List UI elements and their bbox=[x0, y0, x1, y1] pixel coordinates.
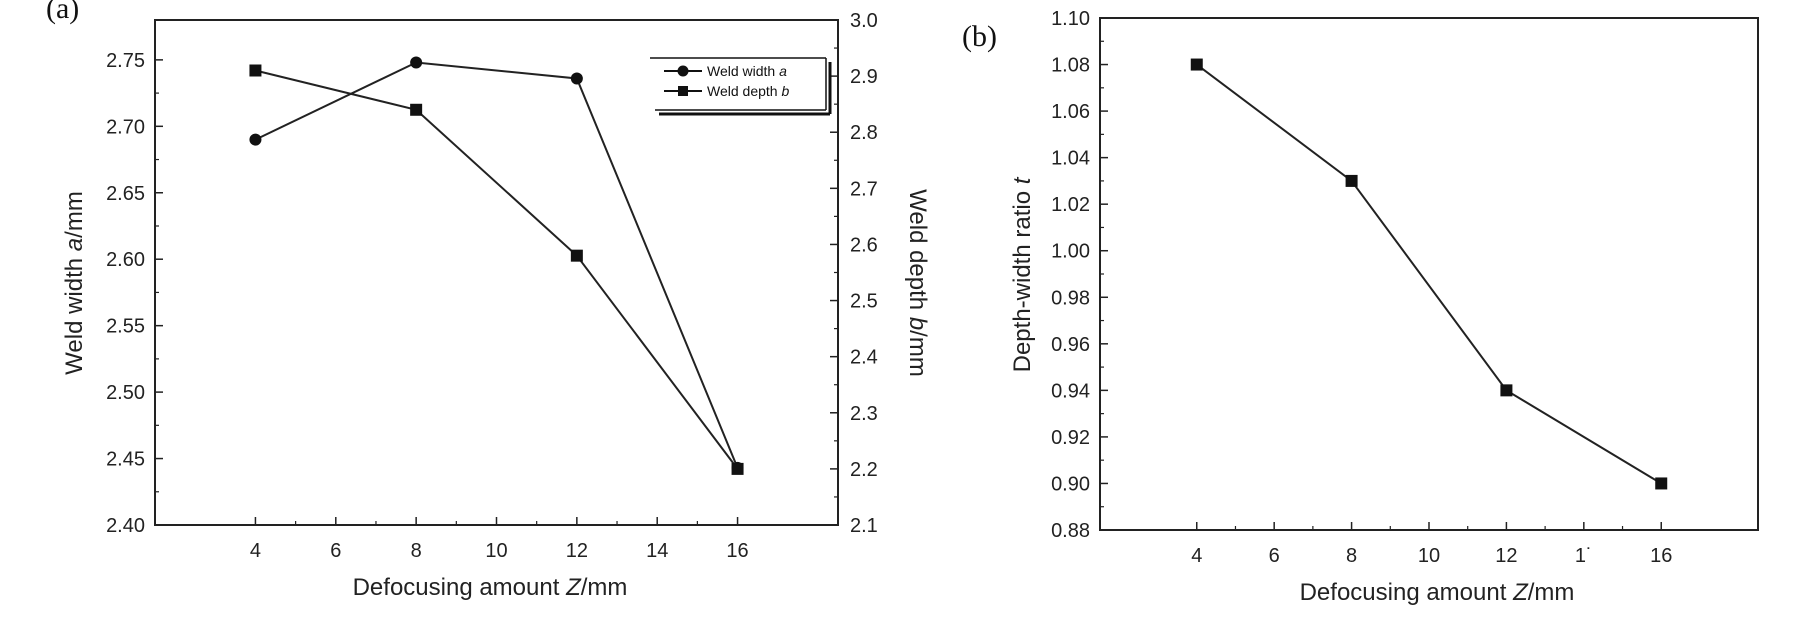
x-tick-label: 16 bbox=[1650, 545, 1672, 567]
y-tick-label: 1.10 bbox=[1051, 8, 1090, 30]
x-tick-label: 8 bbox=[1346, 545, 1357, 567]
x-tick-label: 14 bbox=[646, 540, 668, 562]
panel-b-x-ticks: 4 6 8 10 12 1˙ 16 bbox=[1191, 522, 1672, 567]
panel-b-chart: (b) 4 6 8 10 12 1˙ 16 0.88 0.90 0.92 0.94 0.96 0.98… bbox=[962, 8, 1759, 606]
panel-a-label: (a) bbox=[46, 0, 79, 25]
y2-tick-label: 3.0 bbox=[850, 10, 878, 32]
x-tick-label: 1˙ bbox=[1575, 545, 1593, 567]
y2-tick-label: 2.6 bbox=[850, 234, 878, 256]
data-point-weld-depth-b bbox=[570, 249, 583, 262]
x-tick-label: 12 bbox=[1495, 545, 1517, 567]
y2-tick-label: 2.9 bbox=[850, 66, 878, 88]
data-point-weld-depth-b bbox=[410, 103, 423, 116]
data-point-depth-width-ratio-t bbox=[1500, 384, 1513, 397]
y-tick-label: 1.02 bbox=[1051, 194, 1090, 216]
panel-b-x-axis-title: Defocusing amount Z/mm bbox=[1300, 579, 1575, 606]
panel-b-label: (b) bbox=[962, 20, 997, 53]
y-tick-label: 2.65 bbox=[106, 183, 145, 205]
panel-a-left-y-ticks: 2.40 2.45 2.50 2.55 2.60 2.65 2.70 2.75 bbox=[106, 50, 163, 537]
y-tick-label: 2.60 bbox=[106, 249, 145, 271]
panel-a-chart: (a) 4 6 8 10 12 14 16 2.40 2.45 2.50 2.55 2.60 2.65… bbox=[46, 0, 931, 601]
panel-a-series bbox=[249, 56, 744, 475]
data-point-weld-depth-b bbox=[249, 64, 262, 77]
y-tick-label: 1.04 bbox=[1051, 148, 1090, 170]
x-tick-label: 4 bbox=[250, 540, 261, 562]
y2-tick-label: 2.7 bbox=[850, 178, 878, 200]
y2-tick-label: 2.2 bbox=[850, 459, 878, 481]
y-tick-label: 0.90 bbox=[1051, 473, 1090, 495]
y-tick-label: 0.98 bbox=[1051, 287, 1090, 309]
legend-label-weld-depth: Weld depth b bbox=[707, 83, 789, 99]
y-tick-label: 2.40 bbox=[106, 515, 145, 537]
legend-marker-weld-depth bbox=[678, 86, 688, 96]
y-tick-label: 2.75 bbox=[106, 50, 145, 72]
panel-a-x-ticks: 4 6 8 10 12 14 16 bbox=[250, 517, 749, 562]
data-point-weld-width-a bbox=[570, 72, 583, 85]
panel-a-right-y-ticks: 2.1 2.2 2.3 2.4 2.5 2.6 2.7 2.8 2.9 3.0 bbox=[830, 10, 878, 537]
series-line-weld-depth-b bbox=[255, 69, 739, 470]
x-tick-label: 6 bbox=[1269, 545, 1280, 567]
y-tick-label: 2.50 bbox=[106, 382, 145, 404]
x-tick-label: 12 bbox=[566, 540, 588, 562]
panel-a-x-axis-title: Defocusing amount Z/mm bbox=[353, 574, 628, 601]
y2-tick-label: 2.3 bbox=[850, 403, 878, 425]
panel-a-right-y-axis-title: Weld depth b/mm bbox=[904, 189, 931, 377]
y-tick-label: 1.08 bbox=[1051, 55, 1090, 77]
legend-label-weld-width: Weld width a bbox=[707, 63, 787, 79]
data-point-weld-width-a bbox=[410, 56, 423, 69]
panel-a-legend: Weld width a Weld depth b bbox=[650, 57, 832, 116]
y-tick-label: 2.70 bbox=[106, 116, 145, 138]
panel-b-plot-frame bbox=[1099, 17, 1759, 531]
x-tick-label: 10 bbox=[1418, 545, 1440, 567]
x-tick-label: 6 bbox=[330, 540, 341, 562]
panel-b-series bbox=[1190, 58, 1668, 490]
panel-b-y-axis-title: Depth-width ratio t bbox=[1009, 176, 1036, 372]
y2-tick-label: 2.1 bbox=[850, 515, 878, 537]
panel-b-y-ticks: 0.88 0.90 0.92 0.94 0.96 0.98 1.00 1.02 1.04 1.06… bbox=[1051, 8, 1108, 542]
data-point-depth-width-ratio-t bbox=[1655, 477, 1668, 490]
y-tick-label: 2.55 bbox=[106, 316, 145, 338]
data-point-weld-depth-b bbox=[731, 462, 744, 475]
y-tick-label: 0.94 bbox=[1051, 380, 1090, 402]
legend-marker-weld-width bbox=[677, 65, 689, 77]
series-line-depth-width-ratio-t bbox=[1196, 63, 1662, 485]
x-tick-label: 8 bbox=[411, 540, 422, 562]
series-line-weld-width-a bbox=[255, 61, 739, 469]
data-point-depth-width-ratio-t bbox=[1345, 174, 1358, 187]
y2-tick-label: 2.8 bbox=[850, 122, 878, 144]
data-point-weld-width-a bbox=[249, 133, 262, 146]
y-tick-label: 0.88 bbox=[1051, 520, 1090, 542]
y-tick-label: 1.06 bbox=[1051, 101, 1090, 123]
y-tick-label: 0.96 bbox=[1051, 334, 1090, 356]
x-tick-label: 10 bbox=[485, 540, 507, 562]
x-tick-label: 16 bbox=[726, 540, 748, 562]
y-tick-label: 1.00 bbox=[1051, 241, 1090, 263]
x-tick-label: 4 bbox=[1191, 545, 1202, 567]
data-point-depth-width-ratio-t bbox=[1190, 58, 1203, 71]
y-tick-label: 0.92 bbox=[1051, 427, 1090, 449]
panel-a-left-y-axis-title: Weld width a/mm bbox=[61, 191, 88, 375]
y2-tick-label: 2.4 bbox=[850, 347, 878, 369]
y2-tick-label: 2.5 bbox=[850, 291, 878, 313]
y-tick-label: 2.45 bbox=[106, 449, 145, 471]
